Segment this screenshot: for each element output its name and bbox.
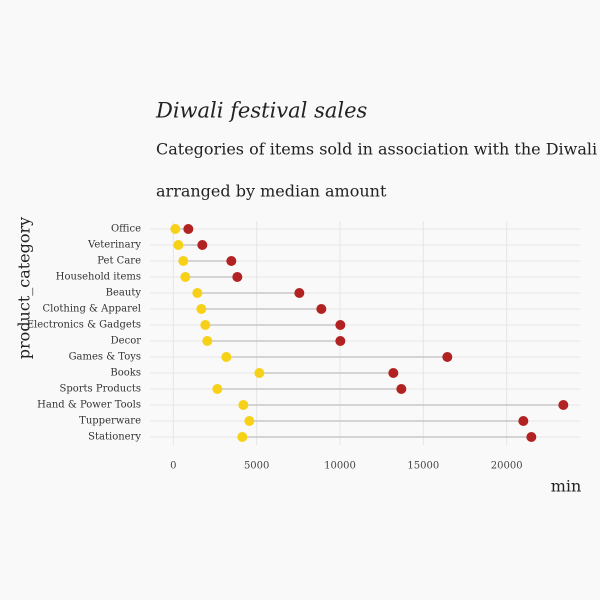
dot: [254, 368, 265, 378]
dot: [316, 304, 327, 314]
dot: [221, 352, 232, 362]
dot: [237, 432, 248, 442]
dot: [335, 320, 346, 330]
dot: [518, 416, 529, 426]
dot: [396, 384, 407, 394]
chart-title: Diwali festival sales: [155, 99, 368, 123]
y-tick-label: Office: [111, 224, 141, 235]
dot: [180, 272, 191, 282]
dot: [202, 336, 213, 346]
y-tick-label: Books: [110, 368, 141, 379]
y-tick-label: Veterinary: [87, 240, 141, 251]
x-tick-label: 10000: [324, 461, 356, 472]
dot: [232, 272, 243, 282]
dot: [196, 304, 207, 314]
y-axis-title: product_category: [15, 217, 34, 359]
dot: [526, 432, 537, 442]
dot: [294, 288, 305, 298]
y-tick-label: Games & Toys: [69, 352, 141, 363]
chart-subtitle: arranged by median amount: [156, 182, 387, 201]
y-tick-label: Tupperware: [79, 416, 141, 427]
dot: [173, 240, 184, 250]
x-tick-label: 0: [170, 461, 176, 472]
dot: [244, 416, 255, 426]
dot: [183, 224, 194, 234]
y-tick-label: Pet Care: [97, 256, 141, 267]
x-tick-label: 5000: [244, 461, 269, 472]
dot: [170, 224, 181, 234]
dot: [442, 352, 453, 362]
y-tick-label: Sports Products: [59, 384, 141, 395]
dot: [226, 256, 237, 266]
y-tick-label: Hand & Power Tools: [37, 400, 141, 411]
dot: [178, 256, 189, 266]
y-tick-label: Household items: [56, 272, 141, 283]
dot: [335, 336, 346, 346]
dot: [192, 288, 203, 298]
y-tick-label: Clothing & Apparel: [42, 304, 141, 315]
dot: [388, 368, 399, 378]
y-tick-label: Electronics & Gadgets: [27, 320, 141, 331]
dot: [197, 240, 208, 250]
x-axis-title: min: [551, 477, 582, 496]
x-tick-label: 15000: [407, 461, 439, 472]
chart-subtitle: Categories of items sold in association …: [156, 140, 600, 159]
x-tick-label: 20000: [491, 461, 523, 472]
y-tick-label: Stationery: [88, 432, 141, 443]
y-tick-label: Beauty: [106, 288, 142, 299]
dot: [558, 400, 569, 410]
dot: [212, 384, 223, 394]
dot: [200, 320, 211, 330]
y-tick-label: Decor: [111, 336, 142, 347]
dot: [238, 400, 249, 410]
